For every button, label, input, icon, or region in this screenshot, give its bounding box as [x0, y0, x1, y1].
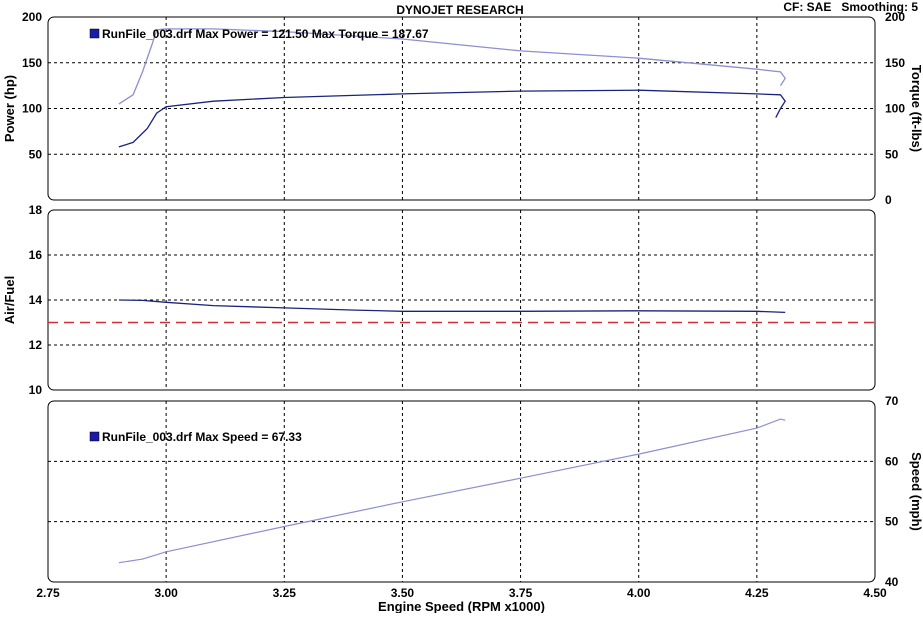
x-tick-label: 4.50	[863, 586, 887, 600]
y-tick-label-afr: 16	[29, 248, 43, 262]
chart-title: DYNOJET RESEARCH	[396, 3, 523, 17]
y-tick-label-speed: 50	[885, 515, 899, 529]
y-tick-label-speed: 60	[885, 454, 899, 468]
y-axis-label-speed: Speed (mph)	[909, 452, 923, 531]
y-tick-label-power: 100	[22, 102, 42, 116]
legend-swatch-icon	[89, 28, 100, 39]
panel-frame-3	[47, 400, 876, 583]
x-tick-label: 3.75	[509, 586, 533, 600]
y-tick-label-torque: 100	[885, 102, 905, 116]
y-tick-label-afr: 12	[29, 338, 43, 352]
y-tick-label-power: 200	[22, 10, 42, 24]
x-tick-label: 2.75	[36, 586, 60, 600]
y-tick-label-torque: 200	[885, 10, 905, 24]
y-axis-label-power: Power (hp)	[2, 75, 17, 142]
x-tick-label: 3.50	[391, 586, 415, 600]
y-tick-label-speed: 70	[885, 394, 899, 408]
y-tick-label-afr: 14	[29, 293, 43, 307]
afr-series-line	[118, 299, 786, 314]
y-tick-label-afr: 18	[29, 203, 43, 217]
y-tick-label-torque: 150	[885, 56, 905, 70]
x-tick-label: 3.00	[154, 586, 178, 600]
x-tick-label: 3.25	[273, 586, 297, 600]
y-axis-label-afr: Air/Fuel	[2, 276, 17, 324]
x-tick-label: 4.00	[627, 586, 651, 600]
y-tick-label-speed: 40	[885, 575, 899, 589]
torque-series-line	[118, 28, 786, 105]
x-axis-label: Engine Speed (RPM x1000)	[378, 599, 545, 613]
y-tick-label-torque: 0	[885, 193, 892, 207]
legend-swatch-icon	[89, 431, 100, 442]
y-tick-label-torque: 50	[885, 147, 899, 161]
legend-text: RunFile_003.drf Max Speed = 67.33	[102, 430, 302, 444]
y-tick-label-power: 50	[29, 147, 43, 161]
y-tick-label-afr: 10	[29, 383, 43, 397]
speed-series-line	[118, 418, 786, 564]
x-tick-label: 4.25	[745, 586, 769, 600]
y-tick-label-power: 150	[22, 56, 42, 70]
y-axis-label-torque: Torque (ft-lbs)	[909, 65, 923, 152]
legend-text: RunFile_003.drf Max Power = 121.50 Max T…	[102, 27, 429, 41]
power-series-line	[118, 89, 786, 148]
chart-info: CF: SAE Smoothing: 5	[783, 0, 918, 14]
